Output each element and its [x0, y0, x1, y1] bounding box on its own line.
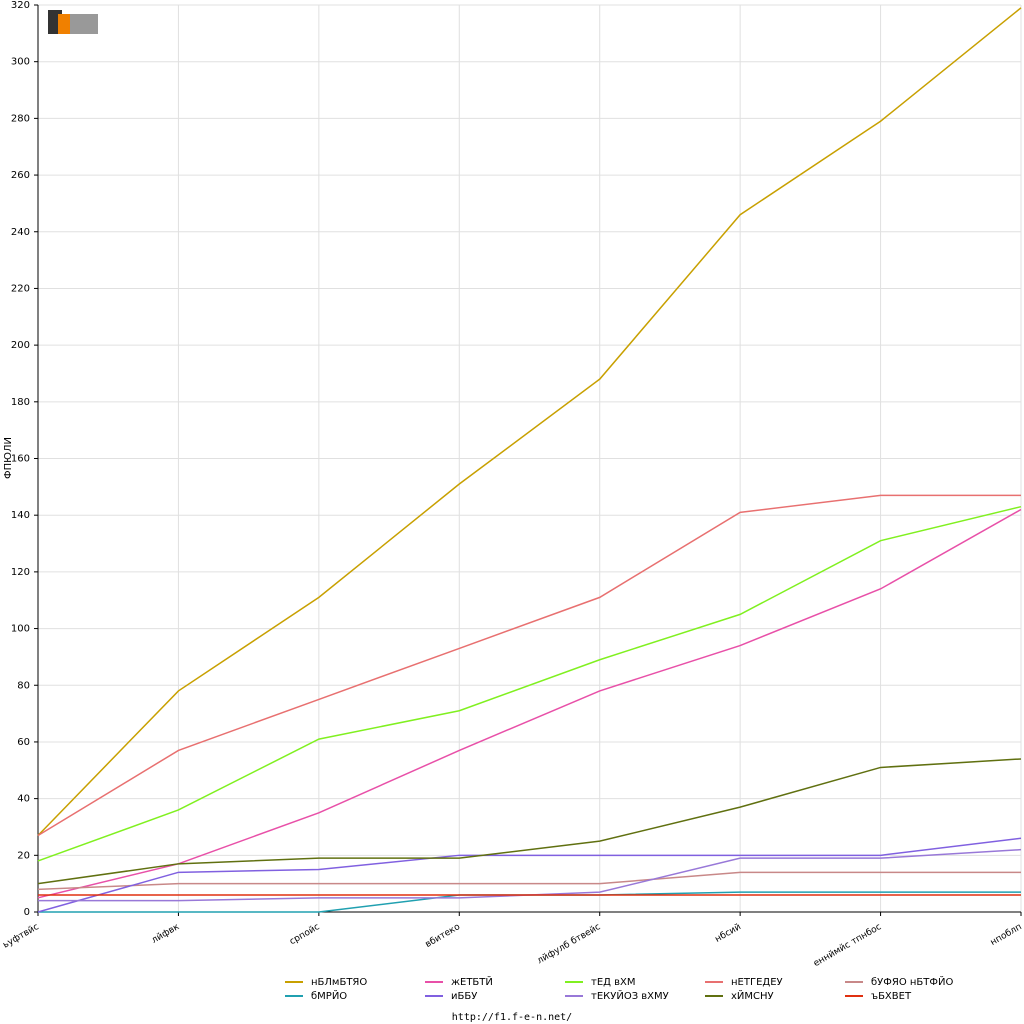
y-tick-label: 60: [17, 737, 30, 748]
legend-label: хЙМСНУ: [731, 989, 774, 1002]
y-tick-label: 260: [11, 170, 30, 181]
y-tick-label: 40: [17, 794, 30, 805]
legend-label: тЕКУЙОЗ вХМУ: [591, 989, 669, 1002]
legend-label: иББУ: [451, 991, 477, 1002]
y-tick-label: 120: [11, 567, 30, 578]
legend-label: нБЛмБТЯО: [311, 977, 367, 988]
y-tick-label: 220: [11, 283, 30, 294]
x-tick-label: лйфвк: [150, 922, 182, 946]
y-tick-label: 140: [11, 510, 30, 521]
series-line: [37, 508, 1022, 899]
y-tick-label: 280: [11, 113, 30, 124]
y-tick-label: 180: [11, 397, 30, 408]
series-line: [37, 494, 1021, 837]
legend-label: нЕТГЕДЕУ: [731, 977, 783, 988]
series-line: [37, 7, 1022, 836]
x-tick-label: нпоблп: [989, 922, 1024, 948]
y-tick-label: 300: [11, 57, 30, 68]
footer-link[interactable]: http://f1.f-e-n.net/: [452, 1012, 572, 1023]
logo: [48, 10, 98, 34]
x-tick-label: вбитеко: [424, 922, 463, 950]
y-tick-label: 0: [24, 907, 30, 918]
x-tick-label: ьуфтвйс: [1, 922, 40, 951]
y-tick-label: 240: [11, 227, 30, 238]
y-axis-label: ФПЮЛИ: [3, 437, 14, 479]
y-tick-label: 80: [17, 680, 30, 691]
legend-label: ъБХВЕТ: [871, 991, 912, 1002]
y-tick-label: 320: [11, 0, 30, 11]
legend-label: бУФЯО нБТФЙО: [871, 975, 953, 988]
x-tick-label: еннймйс тпнбос: [812, 922, 883, 969]
series-line: [37, 505, 1022, 862]
series-line: [37, 758, 1022, 885]
x-tick-label: нбсий: [714, 922, 743, 945]
y-tick-label: 100: [11, 624, 30, 635]
series-line: [38, 848, 1022, 902]
legend-label: жЕТБТЙ: [451, 975, 493, 988]
y-tick-label: 200: [11, 340, 30, 351]
x-tick-label: лйфулб бтвейс: [536, 922, 603, 966]
y-tick-label: 20: [17, 850, 30, 861]
series-line: [37, 871, 1021, 891]
legend-label: тЕД вХМ: [591, 977, 636, 988]
legend-label: бМРЙО: [311, 989, 347, 1002]
series-line: [37, 837, 1022, 913]
x-tick-label: српойс: [288, 922, 321, 947]
y-tick-label: 160: [11, 454, 30, 465]
